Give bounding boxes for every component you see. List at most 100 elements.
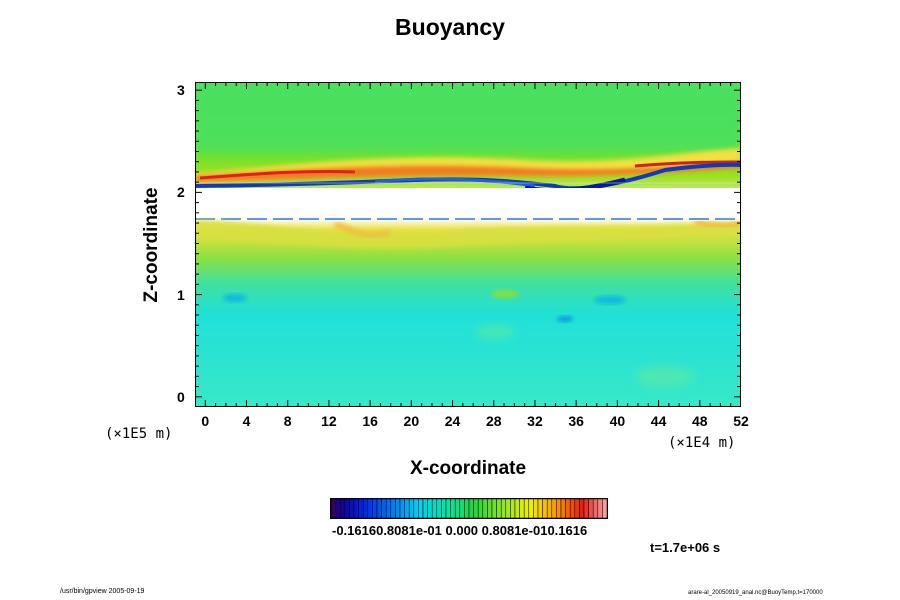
x-unit-label: (×1E4 m) [668, 435, 736, 451]
colorbar-cell [395, 498, 401, 519]
heatmap-plot [195, 82, 741, 407]
colorbar-cell [496, 498, 502, 519]
colorbar-cell [330, 498, 336, 519]
colorbar-cell [505, 498, 511, 519]
y-ticks [195, 89, 741, 407]
footer-source: arare-al_20050919_anal.nc@BuoyTemp,t=170… [688, 590, 823, 596]
colorbar-cell [464, 498, 470, 519]
x-tick-label: 8 [283, 413, 292, 429]
x-tick-label: 28 [485, 413, 502, 429]
colorbar-cell [560, 498, 566, 519]
colorbar-cell [473, 498, 479, 519]
colorbar-labels: -0.16160.8081e-01 0.000 0.8081e-010.1616 [332, 523, 587, 538]
x-ticks [195, 82, 741, 407]
colorbar-tick-label: -0.1616 [332, 523, 377, 538]
plot-frame [195, 82, 741, 407]
x-tick-label: 4 [242, 413, 251, 429]
colorbar-cell [537, 498, 543, 519]
colorbar-cell [367, 498, 373, 519]
colorbar-cell [592, 498, 599, 519]
colorbar-cell [565, 498, 571, 519]
colorbar-cell [399, 498, 405, 519]
colorbar-cell [588, 498, 594, 519]
colorbar-cell [427, 498, 433, 519]
colorbar-cell [574, 498, 580, 519]
heatmap-field [195, 82, 741, 407]
colorbar-cell [431, 498, 438, 519]
colorbar-cell [385, 498, 392, 519]
colorbar-cell [372, 498, 378, 519]
colorbar-cell [523, 498, 530, 519]
colorbar-cell [500, 498, 507, 519]
colorbar-border [330, 498, 608, 519]
chart-title: Buoyancy [395, 14, 505, 40]
colorbar-cell [551, 498, 557, 519]
colorbar-cell [418, 498, 424, 519]
x-axis-label: X-coordinate [409, 458, 527, 479]
colorbar-cell [533, 498, 539, 519]
colorbar-cell [390, 498, 396, 519]
colorbar-cell [556, 498, 562, 519]
time-label: t=1.7e+06 s [650, 540, 721, 555]
colorbar-cell [583, 498, 589, 519]
x-tick-label: 44 [650, 413, 667, 429]
colorbar-cell [381, 498, 387, 519]
colorbar-cell [436, 498, 442, 519]
colorbar-cell [477, 498, 484, 519]
x-tick-label: 20 [403, 413, 420, 429]
colorbar [330, 498, 608, 519]
colorbar-cell [569, 498, 576, 519]
y-tick-label: 2 [177, 184, 185, 201]
colorbar-cell [459, 498, 465, 519]
colorbar-cell [528, 498, 534, 519]
footer-command: /usr/bin/gpview 2005-09-19 [60, 588, 145, 595]
x-tick-label: 36 [568, 413, 584, 429]
colorbar-cell [487, 498, 493, 519]
y-tick-label: 0 [177, 388, 185, 405]
colorbar-tick-label: 0.1616 [547, 523, 588, 538]
colorbar-cell [349, 498, 355, 519]
colorbar-cell [441, 498, 447, 519]
x-tick-label: 16 [362, 413, 378, 429]
z-unit-label: (×1E5 m) [105, 426, 173, 442]
colorbar-cell [335, 498, 341, 519]
colorbar-cell [519, 498, 525, 519]
colorbar-cell [602, 498, 608, 519]
plot-border [195, 82, 741, 407]
colorbar-cell [376, 498, 382, 519]
x-tick-label: 40 [609, 413, 626, 429]
x-tick-label: 48 [691, 413, 708, 429]
colorbar-cell [344, 498, 350, 519]
colorbar-cell [339, 498, 346, 519]
colorbar-cell [404, 498, 410, 519]
colorbar-tick-label: 0.000 [445, 523, 479, 538]
colorbar-cell [362, 498, 369, 519]
colorbar-cell [450, 498, 456, 519]
colorbar-cell [408, 498, 415, 519]
y-tick-label: 3 [177, 82, 185, 99]
colorbar-cell [514, 498, 520, 519]
colorbar-cell [422, 498, 428, 519]
x-tick-label: 52 [733, 413, 749, 429]
colorbar-cell [542, 498, 548, 519]
colorbar-tick-label: 0.8081e-01 [481, 523, 548, 538]
colorbar-cell [445, 498, 451, 519]
colorbar-cell [353, 498, 359, 519]
x-tick-label: 12 [321, 413, 337, 429]
x-tick-label: 24 [444, 413, 461, 429]
colorbar-cell [546, 498, 553, 519]
colorbar-cell [454, 498, 461, 519]
colorbar-cell [510, 498, 516, 519]
colorbar-cell [482, 498, 488, 519]
colorbar-tick-label: 0.8081e-01 [376, 523, 442, 538]
colorbar-cell [491, 498, 497, 519]
y-axis-label: Z-coordinate [141, 187, 162, 303]
colorbar-cell [358, 498, 364, 519]
y-tick-label: 1 [177, 286, 185, 303]
x-tick-label: 32 [527, 413, 543, 429]
colorbar-cell [468, 498, 474, 519]
colorbar-cell [579, 498, 585, 519]
x-tick-label: 0 [201, 413, 210, 429]
colorbar-cell [597, 498, 603, 519]
colorbar-cell [413, 498, 419, 519]
